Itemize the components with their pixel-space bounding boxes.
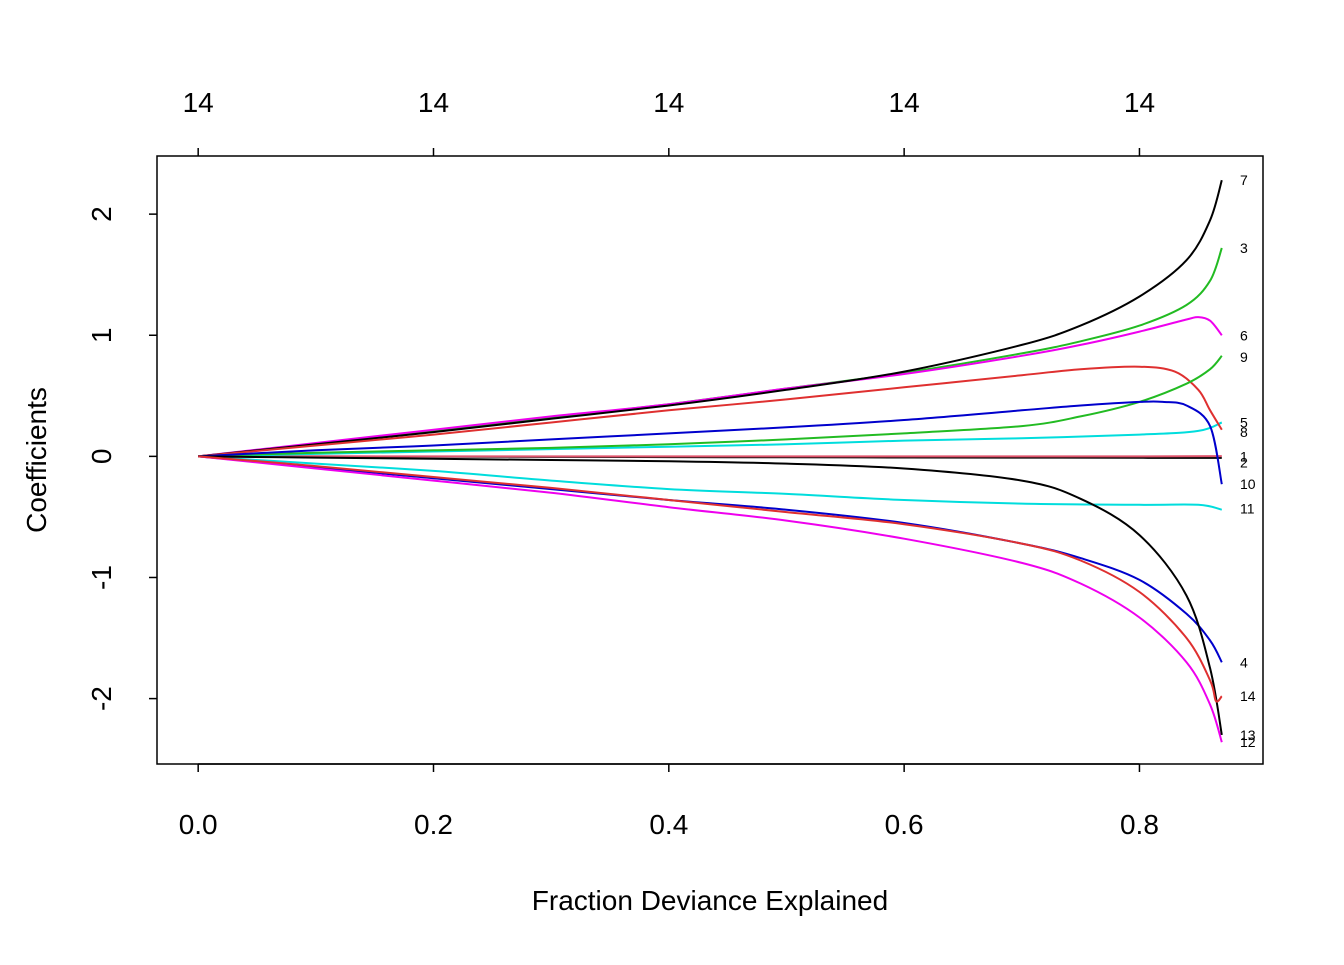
- series-lines: [198, 180, 1222, 742]
- x-tick-label: 0.8: [1120, 809, 1159, 840]
- series-line-13: [198, 456, 1222, 735]
- y-tick-label: 1: [86, 328, 117, 344]
- end-label-10: 10: [1240, 476, 1256, 492]
- top-tick-label: 14: [418, 87, 449, 118]
- y-tick-label: 0: [86, 449, 117, 465]
- top-tick-label: 14: [1124, 87, 1155, 118]
- x-tick-label: 0.6: [885, 809, 924, 840]
- end-label-9: 9: [1240, 349, 1248, 365]
- end-label-6: 6: [1240, 327, 1248, 343]
- end-label-3: 3: [1240, 240, 1248, 256]
- series-line-6: [198, 317, 1222, 456]
- x-axis-title: Fraction Deviance Explained: [532, 885, 888, 916]
- y-tick-label: -1: [86, 565, 117, 590]
- plot-frame: [157, 156, 1263, 764]
- y-tick-label: 2: [86, 206, 117, 222]
- axes: 0.0 0.2 0.4 0.6 0.8 14 14 14 14 14 -2 -1 0 1 2: [86, 87, 1159, 840]
- y-tick-label: -2: [86, 686, 117, 711]
- end-label-4: 4: [1240, 654, 1248, 670]
- series-line-12: [198, 456, 1222, 742]
- end-label-12: 12: [1240, 734, 1256, 750]
- end-label-8: 8: [1240, 424, 1248, 440]
- end-label-7: 7: [1240, 172, 1248, 188]
- series-line-7: [198, 180, 1222, 456]
- top-tick-label: 14: [653, 87, 684, 118]
- top-tick-label: 14: [183, 87, 214, 118]
- end-label-14: 14: [1240, 688, 1256, 704]
- end-label-2: 2: [1240, 454, 1248, 470]
- series-line-3: [198, 248, 1222, 456]
- end-label-11: 11: [1240, 500, 1255, 516]
- x-tick-label: 0.2: [414, 809, 453, 840]
- x-tick-label: 0.4: [649, 809, 688, 840]
- series-line-11: [198, 456, 1222, 509]
- y-axis-title: Coefficients: [21, 387, 52, 533]
- top-tick-label: 14: [889, 87, 920, 118]
- x-tick-label: 0.0: [179, 809, 218, 840]
- series-line-4: [198, 456, 1222, 662]
